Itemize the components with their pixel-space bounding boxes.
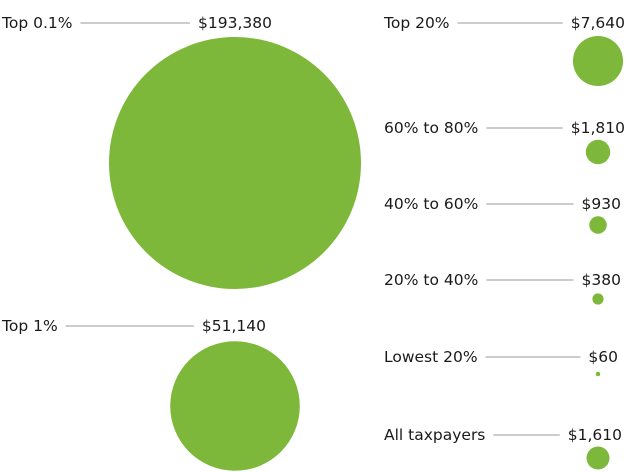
label-60pct-to-80pct: 60% to 80% <box>384 119 478 137</box>
bubble-60pct-to-80pct <box>585 139 611 165</box>
value-top-1pct: $51,140 <box>202 317 266 335</box>
label-top-1pct: Top 1% <box>1 317 58 335</box>
bubble-lowest-20pct <box>595 371 601 377</box>
bubble-40pct-to-60pct <box>589 216 607 234</box>
bubble-top-20pct <box>572 35 624 87</box>
value-top-0-1pct: $193,380 <box>198 14 272 32</box>
value-lowest-20pct: $60 <box>588 348 618 366</box>
bubble-20pct-to-40pct <box>592 293 604 305</box>
label-lowest-20pct: Lowest 20% <box>384 348 478 366</box>
label-top-20pct: Top 20% <box>383 14 450 32</box>
label-40pct-to-60pct: 40% to 60% <box>384 195 478 213</box>
label-20pct-to-40pct: 20% to 40% <box>384 271 478 289</box>
value-40pct-to-60pct: $930 <box>582 195 621 213</box>
value-top-20pct: $7,640 <box>571 14 625 32</box>
label-top-0-1pct: Top 0.1% <box>1 14 72 32</box>
bubble-top-0-1pct <box>109 37 361 289</box>
bubble-top-1pct <box>170 341 300 471</box>
bubble-all-taxpayers <box>586 446 610 470</box>
value-20pct-to-40pct: $380 <box>582 271 621 289</box>
label-all-taxpayers: All taxpayers <box>384 426 485 444</box>
value-60pct-to-80pct: $1,810 <box>571 119 625 137</box>
value-all-taxpayers: $1,610 <box>568 426 622 444</box>
